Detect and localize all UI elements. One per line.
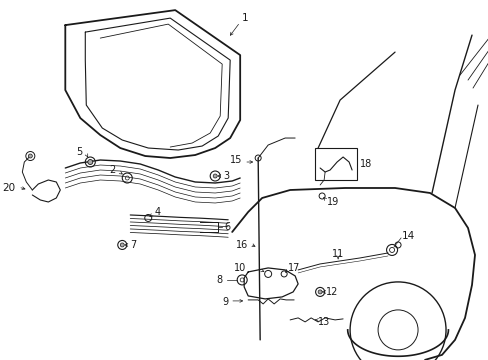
Text: 1: 1	[242, 13, 248, 23]
Text: 3: 3	[223, 171, 229, 181]
Circle shape	[318, 290, 322, 294]
Bar	[314, 148, 356, 180]
Text: 5: 5	[76, 147, 82, 157]
Text: 8: 8	[216, 275, 222, 285]
Text: 14: 14	[401, 231, 414, 241]
Text: 12: 12	[325, 287, 338, 297]
Text: 4: 4	[154, 207, 160, 217]
Text: 13: 13	[318, 317, 330, 327]
Text: 7: 7	[130, 240, 136, 250]
Text: 6: 6	[224, 222, 230, 232]
Text: 9: 9	[222, 297, 228, 307]
Circle shape	[213, 174, 217, 178]
Text: 19: 19	[326, 197, 339, 207]
Text: 11: 11	[331, 249, 344, 259]
Text: 2: 2	[109, 165, 115, 175]
Text: 16: 16	[235, 240, 248, 250]
Text: 15: 15	[229, 155, 242, 165]
Circle shape	[28, 154, 32, 158]
Circle shape	[120, 243, 124, 247]
Text: 17: 17	[287, 263, 300, 273]
Text: 18: 18	[359, 159, 371, 169]
Circle shape	[88, 159, 93, 165]
Text: 10: 10	[233, 263, 245, 273]
Text: 20: 20	[2, 183, 15, 193]
